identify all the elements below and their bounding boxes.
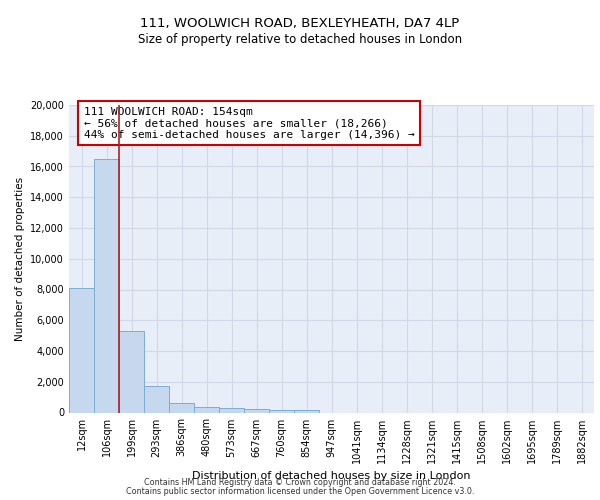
X-axis label: Distribution of detached houses by size in London: Distribution of detached houses by size … <box>192 471 471 481</box>
Bar <box>244 410 269 412</box>
Bar <box>194 406 219 412</box>
Bar <box>94 159 119 412</box>
Bar <box>294 410 319 412</box>
Bar <box>269 410 294 412</box>
Text: 111, WOOLWICH ROAD, BEXLEYHEATH, DA7 4LP: 111, WOOLWICH ROAD, BEXLEYHEATH, DA7 4LP <box>140 18 460 30</box>
Bar <box>219 408 244 412</box>
Text: 111 WOOLWICH ROAD: 154sqm
← 56% of detached houses are smaller (18,266)
44% of s: 111 WOOLWICH ROAD: 154sqm ← 56% of detac… <box>83 106 414 140</box>
Y-axis label: Number of detached properties: Number of detached properties <box>15 176 25 341</box>
Text: Contains public sector information licensed under the Open Government Licence v3: Contains public sector information licen… <box>126 487 474 496</box>
Text: Size of property relative to detached houses in London: Size of property relative to detached ho… <box>138 32 462 46</box>
Bar <box>119 331 144 412</box>
Bar <box>69 288 94 412</box>
Bar <box>169 402 194 412</box>
Text: Contains HM Land Registry data © Crown copyright and database right 2024.: Contains HM Land Registry data © Crown c… <box>144 478 456 487</box>
Bar <box>144 386 169 412</box>
